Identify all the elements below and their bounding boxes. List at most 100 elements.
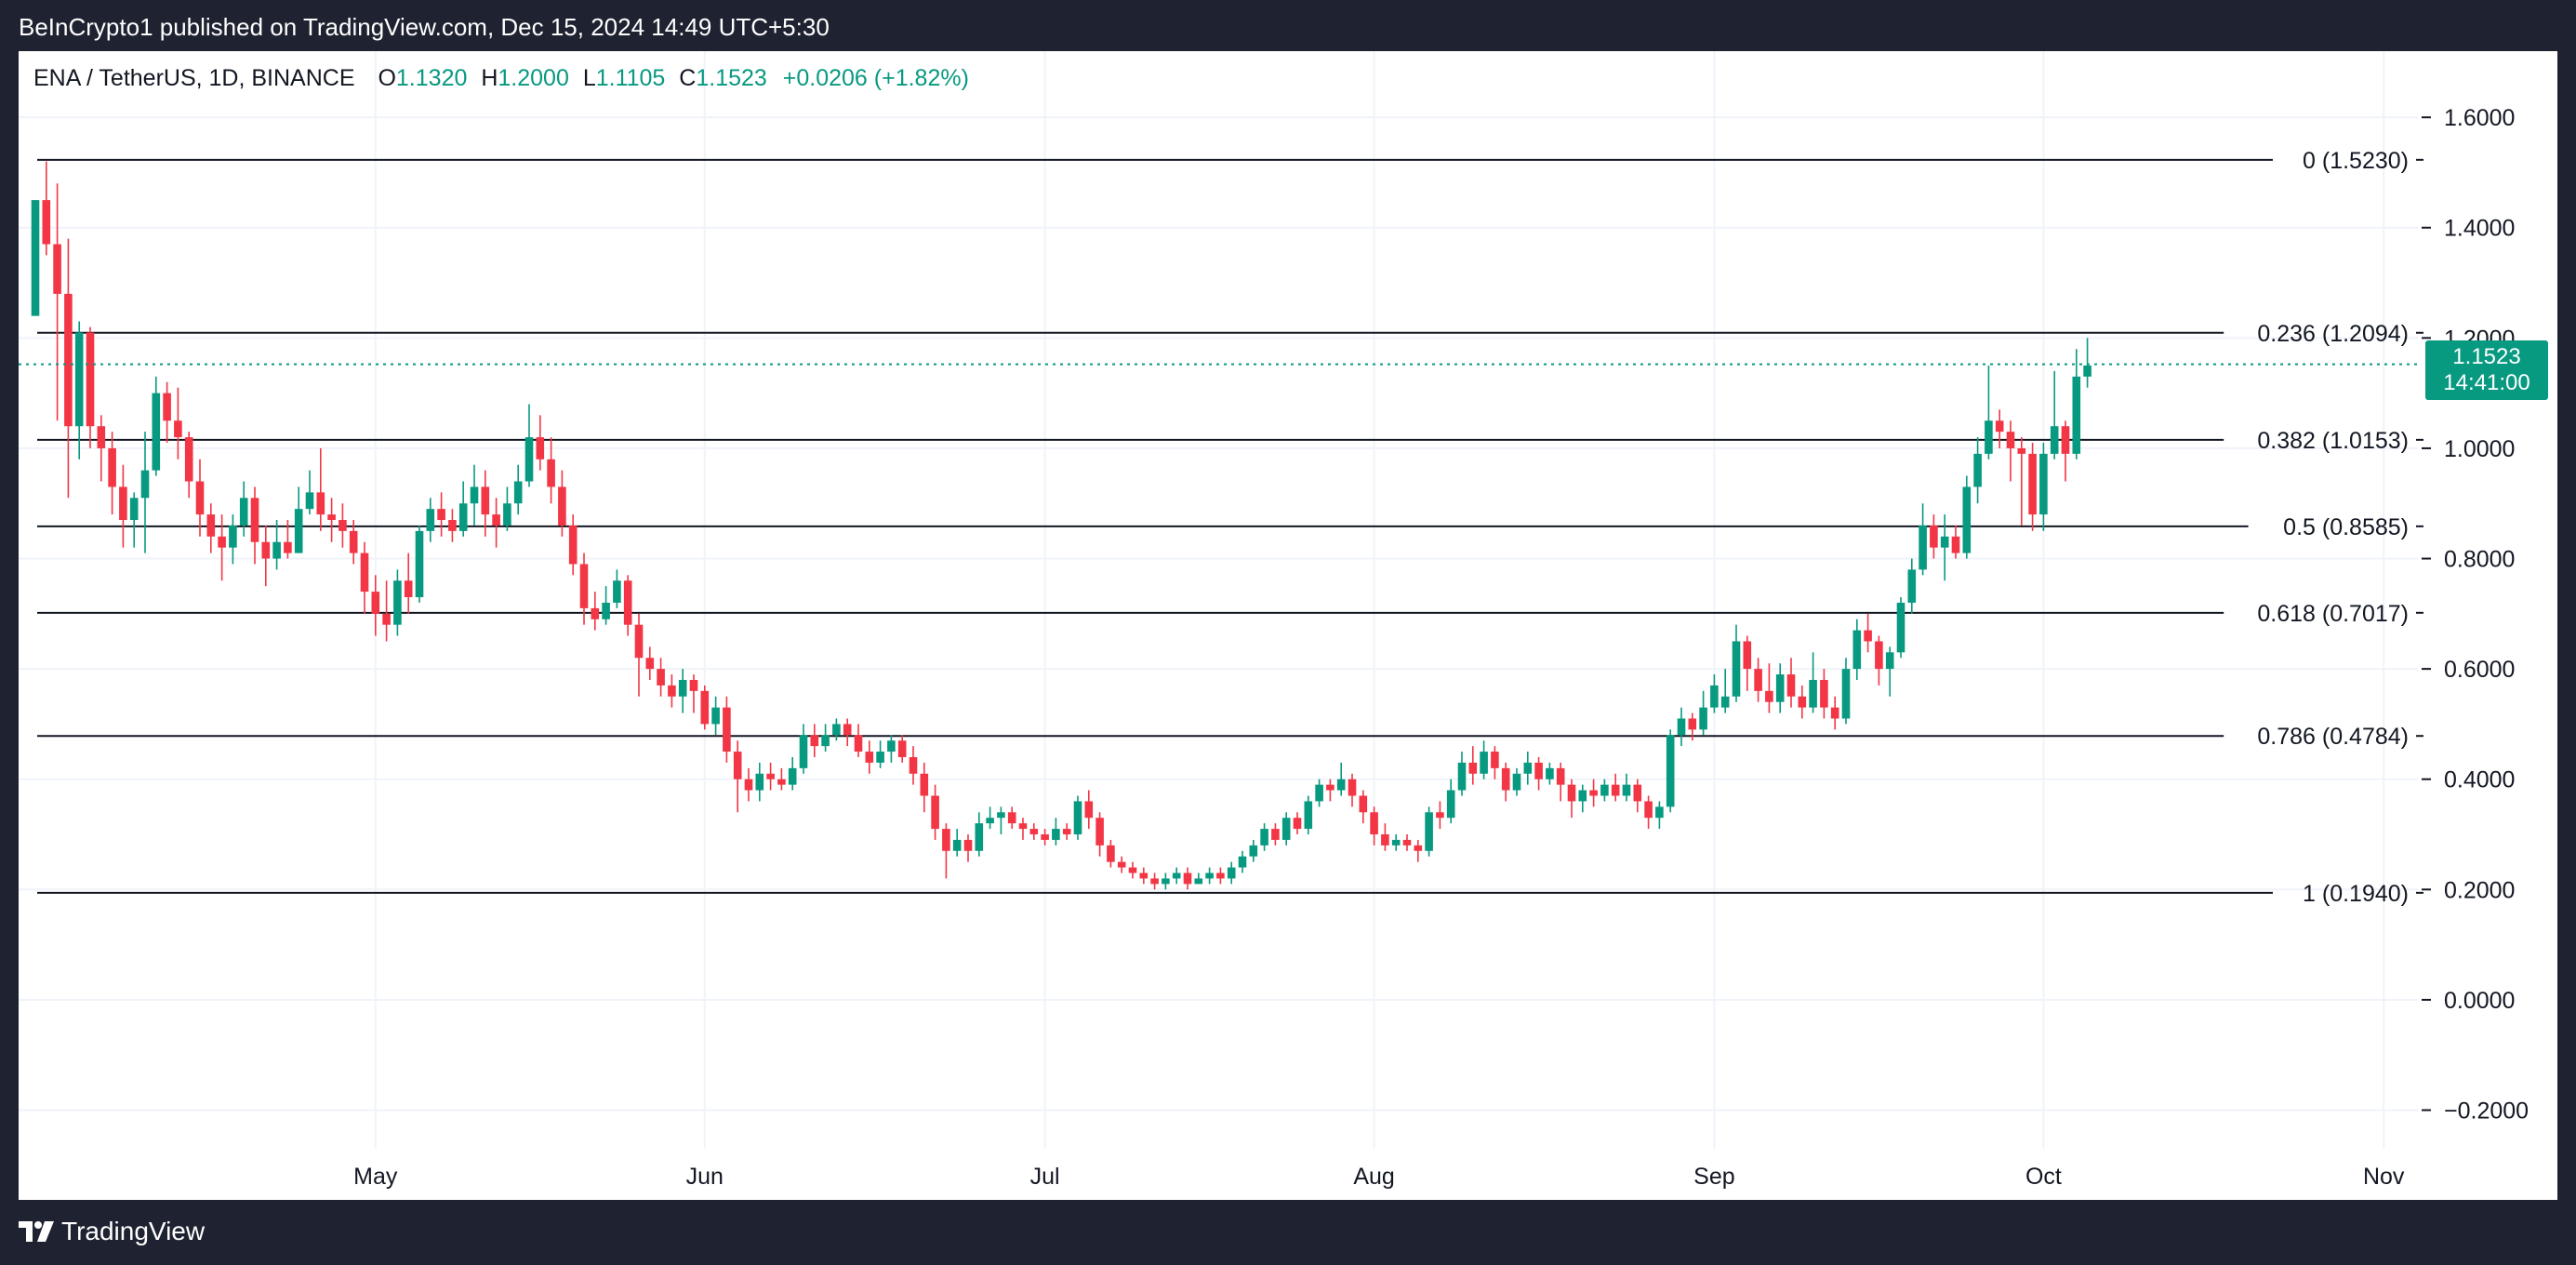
candle-body <box>470 486 479 504</box>
price-tick-label: 0.4000 <box>2444 767 2515 793</box>
candle-body <box>218 536 226 548</box>
candle-body <box>1117 861 1126 868</box>
chart-legend: ENA / TetherUS, 1D, BINANCE O1.1320 H1.2… <box>33 65 969 92</box>
candle-body <box>909 756 918 774</box>
candle-body <box>1743 641 1752 670</box>
chart-area[interactable] <box>19 51 2557 1200</box>
countdown-value: 14:41:00 <box>2443 370 2530 395</box>
candle-body <box>1786 674 1796 697</box>
close-value: 1.1523 <box>696 65 767 91</box>
candle-body <box>1457 762 1467 791</box>
candle-body <box>97 426 106 448</box>
candle-body <box>1095 818 1104 846</box>
candle-body <box>897 740 907 757</box>
candle-body <box>755 773 764 791</box>
candle-body <box>1852 630 1862 670</box>
candle-body <box>1425 812 1433 851</box>
candle-body <box>657 669 665 686</box>
price-tick-label: 0.8000 <box>2444 547 2515 573</box>
candle-body <box>1896 602 1905 653</box>
open-label: O <box>378 65 396 91</box>
candle-body <box>1281 818 1291 840</box>
candle-body <box>1205 872 1214 879</box>
candle-body <box>31 200 40 316</box>
candle-body <box>2083 365 2091 377</box>
candle-body <box>997 812 1005 819</box>
candle-body <box>86 332 95 427</box>
candle-body <box>1107 845 1115 862</box>
candle-body <box>64 293 73 427</box>
candle-body <box>316 492 325 515</box>
candle-body <box>1073 801 1082 835</box>
candle-body <box>360 553 369 593</box>
candle-body <box>1962 486 1972 553</box>
candle-body <box>42 200 51 245</box>
price-tick-label: 1.0000 <box>2444 436 2515 462</box>
bottom-bar: TradingView <box>0 1200 2576 1265</box>
candle-body <box>1534 762 1543 779</box>
candle-body <box>1348 779 1357 796</box>
candle-body <box>1841 669 1851 719</box>
candle-body <box>1436 812 1444 819</box>
candle-body <box>272 541 281 559</box>
time-tick-label: Nov <box>2363 1164 2405 1190</box>
candle-body <box>1150 878 1159 885</box>
candle-body <box>1578 790 1587 802</box>
candle-body <box>1523 762 1533 774</box>
candle-body <box>1644 801 1653 819</box>
candle-body <box>1864 630 1872 642</box>
candle-body <box>415 530 424 598</box>
candle-body <box>74 332 84 427</box>
open-value: 1.1320 <box>395 65 468 91</box>
price-tick-label: 1.6000 <box>2444 105 2515 131</box>
candle-body <box>1293 818 1302 830</box>
candle-body <box>1765 690 1773 702</box>
tradingview-brand[interactable]: TradingView <box>19 1217 205 1246</box>
candle-body <box>865 752 874 763</box>
candle-body <box>1907 569 1917 603</box>
candle-body <box>163 393 171 421</box>
candle-body <box>2006 432 2015 448</box>
candle-body <box>1018 823 1028 830</box>
candle-body <box>942 829 950 851</box>
candle-body <box>184 437 193 482</box>
candle-body <box>53 244 61 294</box>
candle-body <box>1985 420 1993 454</box>
candle-body <box>1501 767 1510 791</box>
time-tick-label: May <box>353 1164 398 1190</box>
candle-body <box>1128 867 1137 873</box>
price-tick-label: 0.0000 <box>2444 988 2515 1014</box>
candle-body <box>723 707 731 752</box>
candle-body <box>1216 872 1225 879</box>
candle-body <box>2050 426 2059 454</box>
candle-body <box>986 818 994 824</box>
time-tick-label: Jul <box>1030 1164 1060 1190</box>
tradingview-logo-icon <box>19 1221 54 1242</box>
candle-body <box>1973 453 1982 487</box>
candle-body <box>1512 773 1521 791</box>
candle-body <box>2039 453 2048 515</box>
candle-body <box>1139 872 1149 879</box>
candle-body <box>920 773 929 796</box>
candle-body <box>1227 867 1236 879</box>
candle-body <box>448 520 457 531</box>
candle-body <box>1029 829 1039 835</box>
candle-body <box>1589 790 1598 796</box>
symbol-label[interactable]: ENA / TetherUS, 1D, BINANCE <box>33 65 355 91</box>
candle-body <box>1940 536 1949 548</box>
candle-body <box>195 481 205 515</box>
candle-body <box>206 514 216 537</box>
candle-body <box>1238 856 1247 868</box>
candle-body <box>371 592 380 614</box>
last-price-tag: 1.1523 14:41:00 <box>2425 340 2548 400</box>
candle-body <box>1809 679 1817 708</box>
candle-body <box>766 773 775 779</box>
candle-body <box>404 580 413 598</box>
candle-body <box>1655 806 1664 819</box>
candle-body <box>1381 834 1389 846</box>
fib-label: 0.786 (0.4784) <box>2257 724 2409 750</box>
fib-label: 1 (0.1940) <box>2303 881 2409 907</box>
candle-body <box>1875 641 1883 670</box>
low-value: 1.1105 <box>595 65 666 91</box>
